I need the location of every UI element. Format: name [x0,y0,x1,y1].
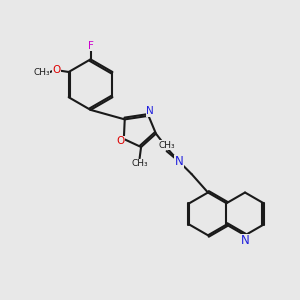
Text: CH₃: CH₃ [131,159,148,168]
Text: N: N [175,155,184,168]
Text: CH₃: CH₃ [33,68,50,77]
Text: F: F [88,41,94,51]
Text: CH₃: CH₃ [158,141,175,150]
Text: N: N [241,234,249,247]
Text: N: N [146,106,154,116]
Text: O: O [53,65,61,75]
Text: O: O [116,136,124,146]
